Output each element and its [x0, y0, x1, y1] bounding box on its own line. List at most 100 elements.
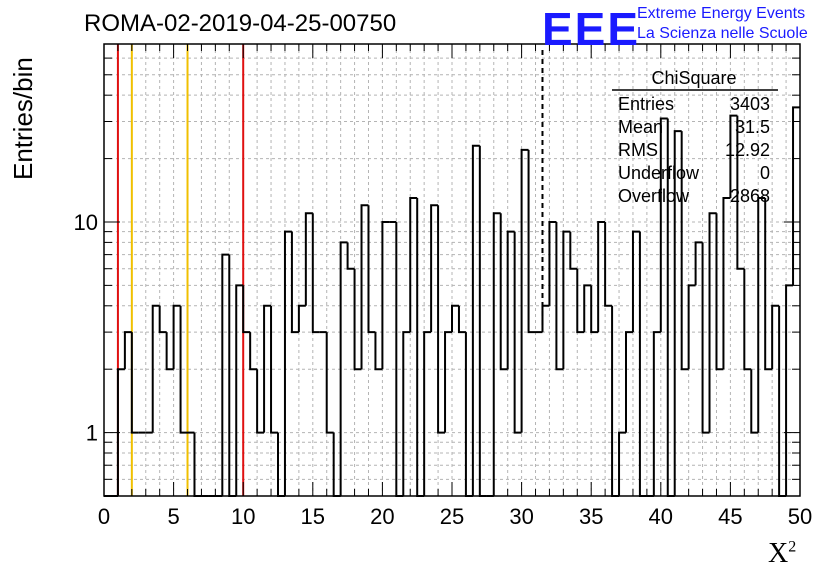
histogram-bin — [750, 369, 759, 434]
x-tick-label: 40 — [649, 504, 673, 529]
histogram-bin — [659, 117, 668, 333]
histogram-bin — [471, 144, 480, 496]
stats-label: Overflow — [618, 186, 690, 206]
histogram-bin — [464, 332, 473, 497]
histogram-bin — [611, 305, 620, 497]
logo-caption-line1: Extreme Energy Events — [637, 5, 806, 22]
histogram-bin — [792, 106, 800, 286]
histogram-bin — [513, 231, 522, 434]
histogram-bin — [687, 284, 696, 370]
histogram-bin — [590, 285, 599, 334]
histogram-bin — [228, 254, 237, 497]
histogram-bin — [423, 331, 432, 496]
stats-value: 31.5 — [735, 117, 770, 137]
stats-label: Underflow — [618, 163, 700, 183]
histogram-bin — [638, 231, 647, 497]
stats-title: ChiSquare — [651, 68, 736, 88]
x-tick-label: 35 — [579, 504, 603, 529]
histogram-bin — [715, 213, 724, 371]
histogram-bin — [381, 220, 390, 370]
histogram-bin — [290, 231, 299, 334]
histogram-bin — [353, 268, 362, 371]
histogram-bin — [179, 305, 188, 434]
x-tick-label: 25 — [440, 504, 464, 529]
histogram-bin — [499, 213, 508, 371]
histogram-bin — [673, 130, 682, 496]
histogram-bin — [736, 115, 745, 270]
histogram-bin — [694, 241, 703, 286]
histogram-bin — [374, 332, 383, 371]
histogram-bin — [444, 331, 452, 433]
histogram-bin — [652, 331, 661, 496]
histogram-bin — [221, 253, 230, 496]
y-tick-label: 1 — [86, 421, 98, 446]
histogram-bin — [457, 305, 466, 334]
histogram-bin — [402, 331, 411, 496]
histogram-bin — [360, 204, 369, 370]
histogram-bin — [541, 304, 550, 333]
stats-label: RMS — [618, 140, 658, 160]
histogram-bin — [256, 369, 265, 434]
histogram-bin — [520, 148, 529, 433]
histogram-bin — [569, 231, 578, 270]
x-tick-label: 20 — [370, 504, 394, 529]
histogram-bin — [235, 284, 244, 496]
histogram-bin — [395, 221, 404, 497]
histogram-bin — [172, 304, 181, 370]
histogram-bin — [409, 196, 418, 333]
histogram-bin — [123, 331, 132, 370]
histogram-bin — [151, 304, 160, 433]
histogram-bin — [158, 305, 167, 334]
histogram-bin — [430, 204, 439, 333]
x-tick-label: 5 — [167, 504, 179, 529]
histogram-bin — [165, 332, 174, 371]
histogram-bin — [680, 131, 689, 371]
histogram-bin — [367, 205, 376, 334]
stats-value: 0 — [760, 163, 770, 183]
histogram-bin — [764, 197, 773, 371]
histogram-bin — [743, 268, 752, 371]
x-tick-label: 45 — [718, 504, 742, 529]
histogram-bin — [785, 284, 794, 496]
histogram-bin — [242, 285, 251, 334]
histogram-bin — [451, 304, 459, 333]
stats-label: Mean — [618, 117, 663, 137]
stats-value: 3403 — [730, 94, 770, 114]
histogram-bin — [325, 332, 334, 434]
histogram-bin — [283, 230, 292, 496]
stats-value: 12.92 — [725, 140, 770, 160]
x-tick-label: 15 — [301, 504, 325, 529]
histogram-bin — [757, 196, 766, 433]
run-title: ROMA-02-2019-04-25-00750 — [84, 10, 397, 37]
histogram-bin — [625, 331, 633, 433]
histogram-bin — [116, 368, 125, 496]
stats-label: Entries — [618, 94, 674, 114]
histogram-bin — [506, 230, 515, 370]
histogram-bin — [548, 220, 557, 306]
histogram-bin — [492, 212, 501, 496]
x-axis-label-base: X — [768, 538, 789, 569]
histogram-bin — [597, 220, 606, 333]
histogram-bin — [562, 230, 571, 370]
histogram-bin — [771, 304, 780, 370]
x-tick-label: 10 — [231, 504, 255, 529]
histogram-bin — [618, 431, 626, 496]
x-tick-label: 0 — [98, 504, 110, 529]
histogram-bin — [555, 221, 564, 371]
histogram-bin — [722, 196, 731, 370]
histogram-bin — [604, 221, 613, 307]
histogram-bin — [270, 305, 278, 434]
histogram-bin — [437, 205, 446, 434]
x-axis-label-sup: 2 — [788, 538, 797, 556]
stats-value: 2868 — [730, 186, 770, 206]
x-tick-label: 50 — [788, 504, 812, 529]
histogram-bin — [729, 114, 738, 198]
histogram-bin — [297, 304, 306, 333]
histogram-bin — [701, 242, 710, 434]
histogram-bin — [708, 212, 717, 433]
histogram-bin — [249, 332, 258, 371]
histogram-bin — [346, 242, 355, 270]
histogram-bin — [778, 305, 787, 497]
y-tick-label: 10 — [74, 210, 98, 235]
x-tick-label: 30 — [509, 504, 533, 529]
